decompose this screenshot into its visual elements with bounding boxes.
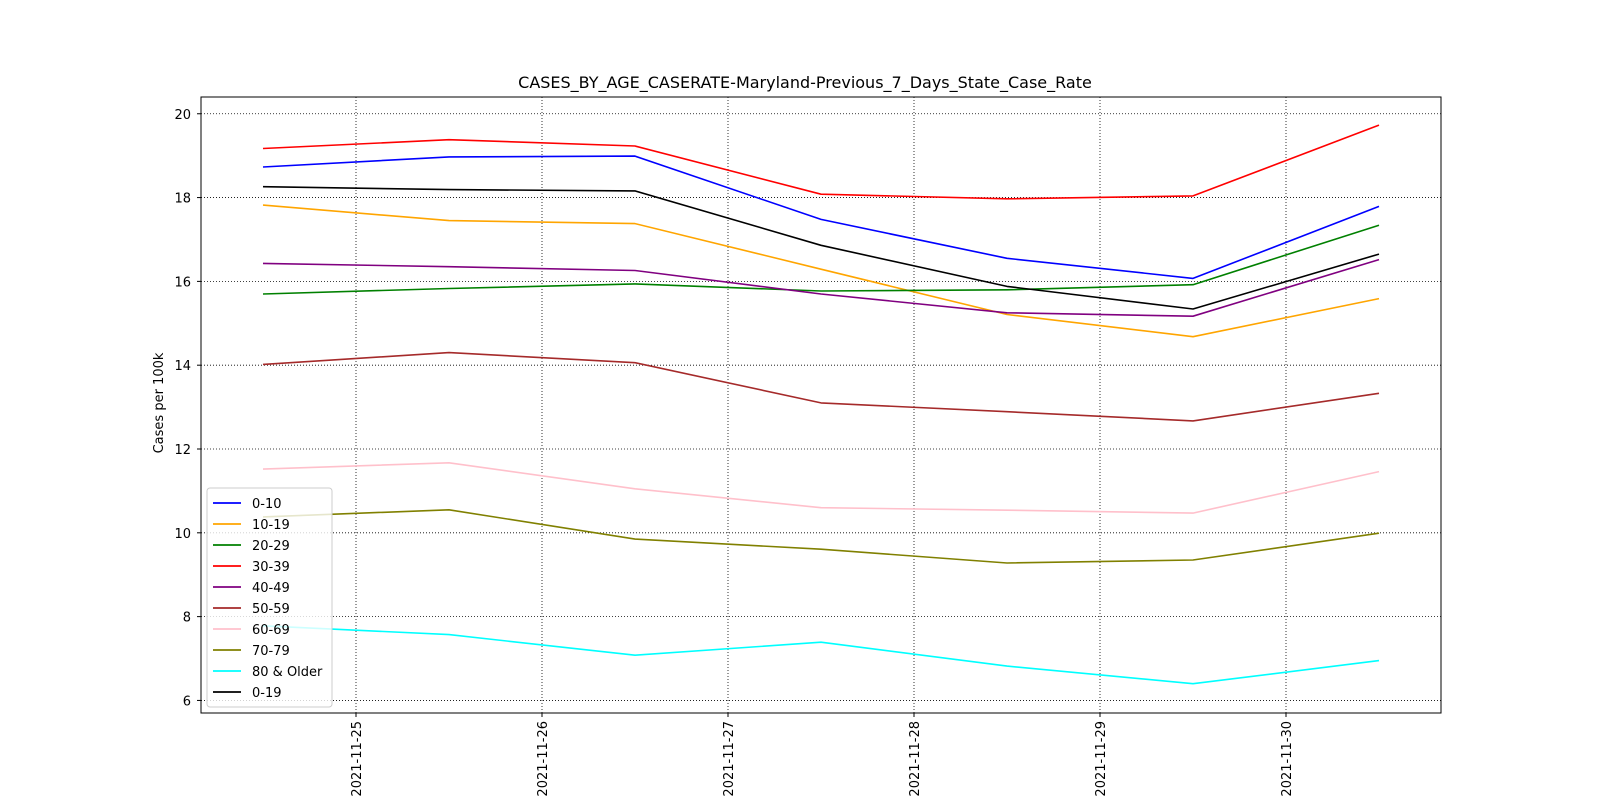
x-tick-label: 2021-11-26 [536, 721, 551, 797]
legend: 0-10 10-19 20-29 30-39 40-49 50-59 60-69 70-79 8… [206, 487, 333, 708]
legend-box [206, 487, 333, 708]
y-tick-label: 12 [174, 443, 191, 458]
series-line-50-59 [262, 351, 1380, 422]
chart-title: CASES_BY_AGE_CASERATE-Maryland-Previous_… [518, 73, 1092, 93]
legend-label: 0-19 [252, 686, 282, 701]
axes: 6 8 10 12 14 16 18 20 2021-11-25 2021-11-26 2021-1… [174, 96, 1442, 797]
plot-frame [200, 96, 1442, 714]
x-tick-label: 2021-11-29 [1094, 721, 1109, 797]
y-tick-label: 20 [174, 108, 191, 123]
y-tick-label: 14 [174, 359, 191, 374]
y-tick-label: 18 [174, 192, 191, 207]
series-line-40-49 [262, 258, 1380, 318]
legend-label: 10-19 [252, 518, 290, 533]
y-tick-label: 8 [183, 611, 191, 626]
series-line-30-39 [262, 124, 1380, 200]
y-tick-label: 16 [174, 275, 191, 290]
series-line-0-19 [262, 185, 1380, 310]
series-lines [262, 124, 1380, 685]
x-tick-label: 2021-11-28 [908, 721, 923, 797]
series-line-0-10 [262, 155, 1380, 280]
y-tick-label: 10 [174, 527, 191, 542]
legend-label: 0-10 [252, 497, 282, 512]
x-tick-label: 2021-11-25 [350, 721, 365, 797]
x-tick-label: 2021-11-30 [1280, 721, 1295, 797]
legend-label: 20-29 [252, 539, 290, 554]
legend-label: 30-39 [252, 560, 290, 575]
y-tick-label: 6 [183, 694, 191, 709]
legend-label: 70-79 [252, 644, 290, 659]
legend-label: 50-59 [252, 602, 290, 617]
series-line-60-69 [262, 461, 1380, 514]
y-axis-label: Cases per 100k [152, 352, 167, 453]
series-line-20-29 [262, 224, 1380, 295]
grid-lines [201, 97, 1441, 713]
legend-label: 60-69 [252, 623, 290, 638]
legend-label: 80 & Older [252, 665, 323, 680]
legend-label: 40-49 [252, 581, 290, 596]
series-line-80-older [262, 625, 1380, 685]
series-line-10-19 [262, 204, 1380, 338]
x-tick-label: 2021-11-27 [722, 721, 737, 797]
series-line-70-79 [262, 508, 1380, 564]
